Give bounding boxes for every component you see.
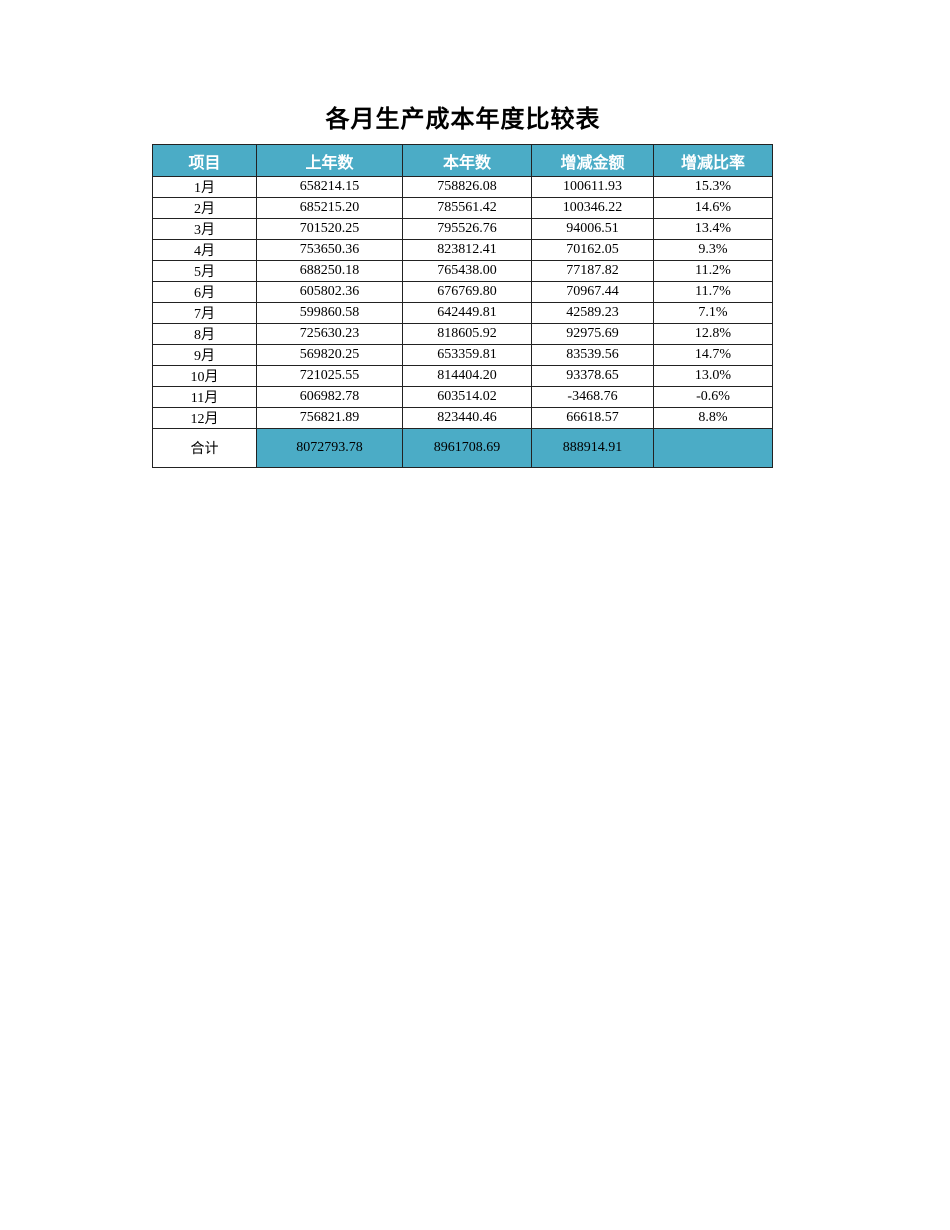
month-cell: 7月: [152, 302, 257, 324]
last-year-cell: 688250.18: [256, 260, 403, 282]
last-year-cell: 756821.89: [256, 407, 403, 429]
header-this-year: 本年数: [402, 144, 532, 177]
change-rate-cell: 7.1%: [653, 302, 773, 324]
last-year-cell: 725630.23: [256, 323, 403, 345]
change-rate-cell: 11.7%: [653, 281, 773, 303]
header-change-rate: 增减比率: [653, 144, 773, 177]
month-cell: 4月: [152, 239, 257, 261]
change-amount-cell: 94006.51: [531, 218, 654, 240]
table-row: 6月 605802.36 676769.80 70967.44 11.7%: [152, 281, 773, 303]
table-row: 11月 606982.78 603514.02 -3468.76 -0.6%: [152, 386, 773, 408]
last-year-cell: 721025.55: [256, 365, 403, 387]
this-year-cell: 676769.80: [402, 281, 532, 303]
change-amount-cell: 100346.22: [531, 197, 654, 219]
table-row: 9月 569820.25 653359.81 83539.56 14.7%: [152, 344, 773, 366]
table-row: 10月 721025.55 814404.20 93378.65 13.0%: [152, 365, 773, 387]
last-year-cell: 605802.36: [256, 281, 403, 303]
table-row: 1月 658214.15 758826.08 100611.93 15.3%: [152, 176, 773, 198]
change-amount-cell: 70967.44: [531, 281, 654, 303]
this-year-cell: 823812.41: [402, 239, 532, 261]
table-row: 5月 688250.18 765438.00 77187.82 11.2%: [152, 260, 773, 282]
table-row: 2月 685215.20 785561.42 100346.22 14.6%: [152, 197, 773, 219]
month-cell: 6月: [152, 281, 257, 303]
total-change-amount-cell: 888914.91: [531, 428, 654, 468]
change-amount-cell: 100611.93: [531, 176, 654, 198]
month-cell: 8月: [152, 323, 257, 345]
header-last-year: 上年数: [256, 144, 403, 177]
change-amount-cell: 42589.23: [531, 302, 654, 324]
change-rate-cell: -0.6%: [653, 386, 773, 408]
header-change-amount: 增减金额: [531, 144, 654, 177]
this-year-cell: 765438.00: [402, 260, 532, 282]
change-amount-cell: 83539.56: [531, 344, 654, 366]
last-year-cell: 685215.20: [256, 197, 403, 219]
change-rate-cell: 14.7%: [653, 344, 773, 366]
total-change-rate-cell: [653, 428, 773, 468]
this-year-cell: 818605.92: [402, 323, 532, 345]
page-title: 各月生产成本年度比较表: [325, 107, 601, 133]
last-year-cell: 599860.58: [256, 302, 403, 324]
last-year-cell: 701520.25: [256, 218, 403, 240]
month-cell: 10月: [152, 365, 257, 387]
total-this-year-cell: 8961708.69: [402, 428, 532, 468]
header-row: 项目 上年数 本年数 增减金额 增减比率: [152, 144, 773, 177]
table-row: 12月 756821.89 823440.46 66618.57 8.8%: [152, 407, 773, 429]
this-year-cell: 814404.20: [402, 365, 532, 387]
this-year-cell: 785561.42: [402, 197, 532, 219]
this-year-cell: 795526.76: [402, 218, 532, 240]
month-cell: 2月: [152, 197, 257, 219]
this-year-cell: 823440.46: [402, 407, 532, 429]
change-rate-cell: 11.2%: [653, 260, 773, 282]
last-year-cell: 569820.25: [256, 344, 403, 366]
month-cell: 11月: [152, 386, 257, 408]
last-year-cell: 606982.78: [256, 386, 403, 408]
change-rate-cell: 12.8%: [653, 323, 773, 345]
change-rate-cell: 9.3%: [653, 239, 773, 261]
change-amount-cell: 92975.69: [531, 323, 654, 345]
change-amount-cell: 77187.82: [531, 260, 654, 282]
this-year-cell: 653359.81: [402, 344, 532, 366]
this-year-cell: 642449.81: [402, 302, 532, 324]
header-item: 项目: [152, 144, 257, 177]
change-amount-cell: 93378.65: [531, 365, 654, 387]
table-row: 8月 725630.23 818605.92 92975.69 12.8%: [152, 323, 773, 345]
total-last-year-cell: 8072793.78: [256, 428, 403, 468]
month-cell: 1月: [152, 176, 257, 198]
table-row: 4月 753650.36 823812.41 70162.05 9.3%: [152, 239, 773, 261]
month-cell: 9月: [152, 344, 257, 366]
month-cell: 3月: [152, 218, 257, 240]
this-year-cell: 603514.02: [402, 386, 532, 408]
change-amount-cell: -3468.76: [531, 386, 654, 408]
change-amount-cell: 66618.57: [531, 407, 654, 429]
last-year-cell: 753650.36: [256, 239, 403, 261]
this-year-cell: 758826.08: [402, 176, 532, 198]
table-row: 3月 701520.25 795526.76 94006.51 13.4%: [152, 218, 773, 240]
cost-comparison-table: 项目 上年数 本年数 增减金额 增减比率 1月 658214.15 758826.0…: [152, 144, 773, 468]
change-amount-cell: 70162.05: [531, 239, 654, 261]
change-rate-cell: 13.0%: [653, 365, 773, 387]
change-rate-cell: 14.6%: [653, 197, 773, 219]
change-rate-cell: 13.4%: [653, 218, 773, 240]
month-cell: 12月: [152, 407, 257, 429]
table-row: 7月 599860.58 642449.81 42589.23 7.1%: [152, 302, 773, 324]
month-cell: 5月: [152, 260, 257, 282]
change-rate-cell: 8.8%: [653, 407, 773, 429]
total-row: 合计 8072793.78 8961708.69 888914.91: [152, 428, 773, 468]
last-year-cell: 658214.15: [256, 176, 403, 198]
change-rate-cell: 15.3%: [653, 176, 773, 198]
total-label: 合计: [152, 428, 257, 468]
